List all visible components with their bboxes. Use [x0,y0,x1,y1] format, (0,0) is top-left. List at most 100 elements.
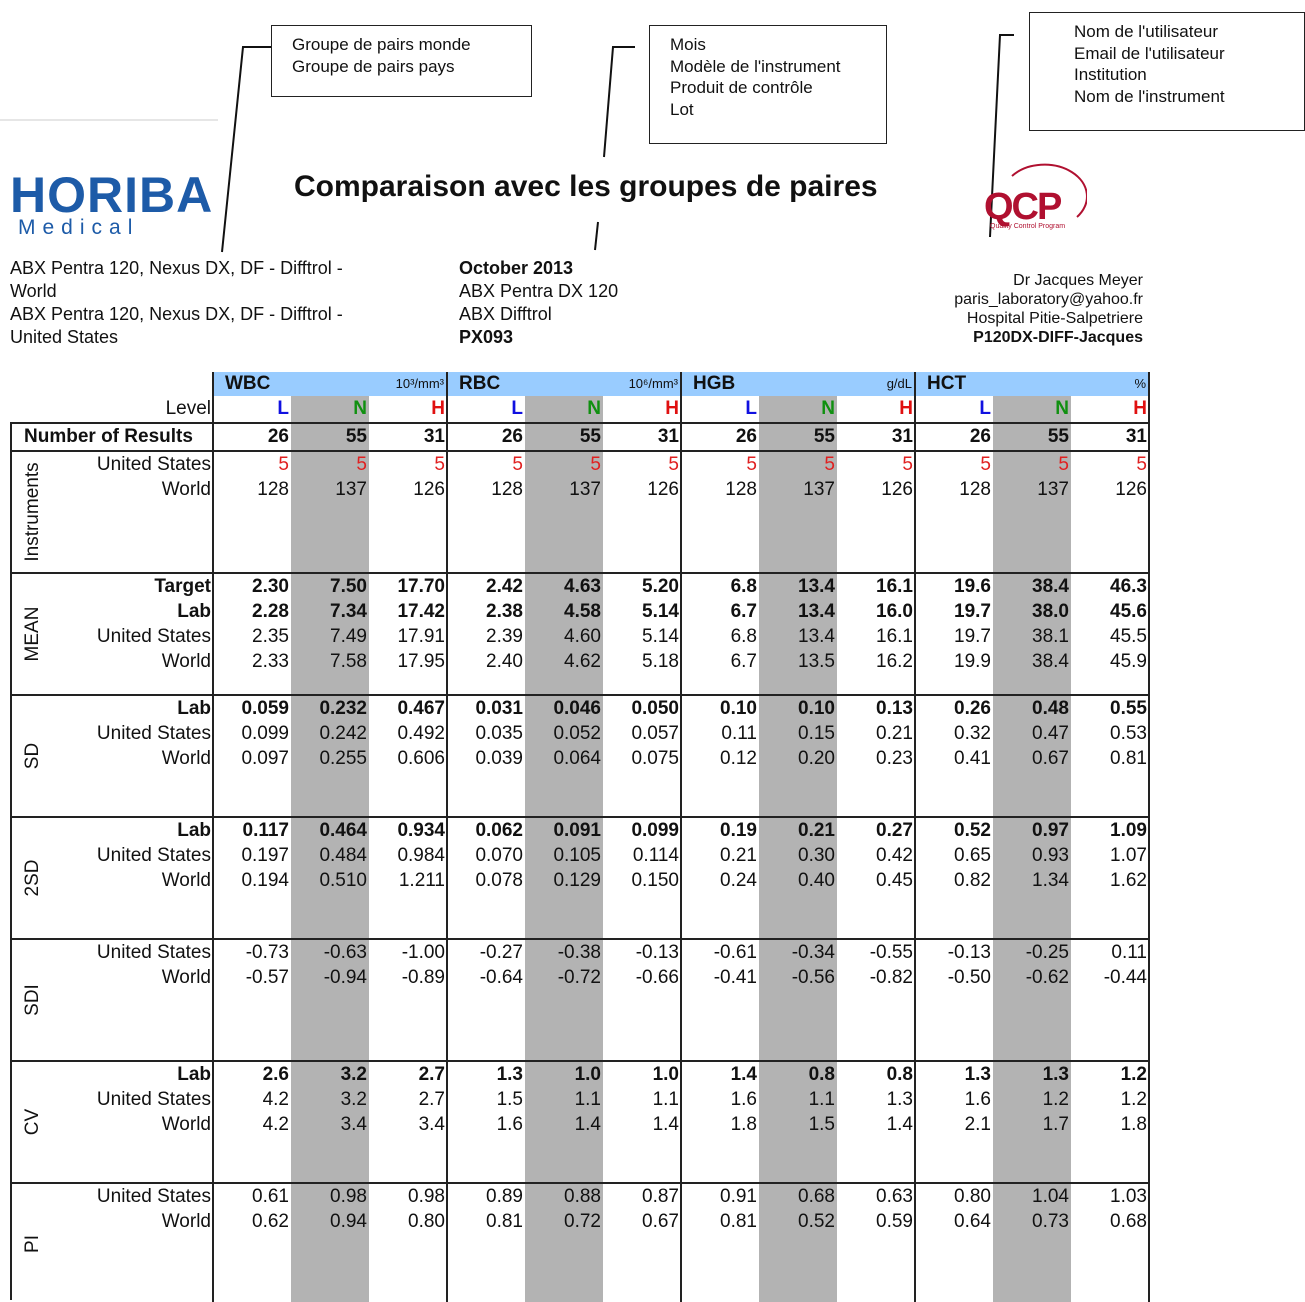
value-cell: 0.87 [642,1186,679,1207]
value-cell: 0.099 [631,820,679,841]
value-cell: 16.2 [876,651,913,672]
value-cell: 2.1 [964,1114,991,1135]
rule [10,572,1149,574]
value-cell: 0.078 [475,870,523,891]
user-line: P120DX-DIFF-Jacques [973,329,1143,346]
value-cell: 4.2 [262,1114,289,1135]
value-cell: 5.14 [642,601,679,622]
value-cell: 16.1 [876,576,913,597]
value-cell: 3.2 [340,1089,367,1110]
value-cell: 0.052 [553,723,601,744]
value-cell: -0.89 [401,967,445,988]
value-cell: 1.7 [1042,1114,1069,1135]
value-cell: 0.057 [631,723,679,744]
shaded-column [525,396,603,1302]
shaded-column [291,396,369,1302]
value-cell: 6.8 [730,576,757,597]
value-cell: 5 [278,454,289,475]
level-letter: L [277,398,289,419]
value-cell: 1.1 [652,1089,679,1110]
value-cell: -0.38 [557,942,601,963]
value-cell: 1.09 [1110,820,1147,841]
qcp-sub: Quality Control Program [990,223,1066,230]
rule [10,938,1149,940]
rule [914,372,916,1302]
value-cell: 128 [959,479,991,500]
value-cell: 0.10 [798,698,835,719]
value-cell: 0.48 [1032,698,1069,719]
value-cell: 0.24 [720,870,757,891]
value-cell: 0.67 [1032,748,1069,769]
parameter-name: RBC [459,373,501,394]
row-label: World [161,1114,211,1135]
value-cell: 128 [725,479,757,500]
value-cell: 0.91 [720,1186,757,1207]
value-cell: 17.42 [397,601,445,622]
value-cell: 2.42 [486,576,523,597]
count-cell: 55 [579,426,601,447]
value-cell: 0.62 [252,1211,289,1232]
count-cell: 26 [735,426,757,447]
value-cell: 0.41 [954,748,991,769]
level-letter: L [745,398,757,419]
value-cell: 5 [1058,454,1069,475]
value-cell: 0.11 [1111,942,1147,963]
value-cell: 2.33 [252,651,289,672]
value-cell: 0.129 [553,870,601,891]
value-cell: 16.0 [876,601,913,622]
value-cell: 0.45 [876,870,913,891]
callout-line: Groupe de pairs monde [292,35,471,54]
value-cell: 0.72 [564,1211,601,1232]
value-cell: -0.41 [713,967,757,988]
value-cell: 1.1 [574,1089,601,1110]
value-cell: 0.934 [397,820,445,841]
value-cell: 0.197 [241,845,289,866]
value-cell: 0.21 [798,820,835,841]
value-cell: 137 [1037,479,1069,500]
row-label: Target [154,576,211,597]
callout-line: Produit de contrôle [670,78,813,97]
value-cell: 0.61 [252,1186,289,1207]
callout-line: Modèle de l'instrument [670,56,841,76]
row-label: Lab [177,601,211,622]
value-cell: 1.6 [964,1089,991,1110]
rule [1148,372,1150,1302]
user-line: paris_laboratory@yahoo.fr [954,291,1143,308]
row-label: Lab [177,1064,211,1085]
value-cell: 13.4 [798,601,835,622]
value-cell: 0.050 [631,698,679,719]
value-cell: 2.35 [252,626,289,647]
count-cell: 31 [891,426,913,447]
peer-groups: ABX Pentra 120, Nexus DX, DF - Difftrol … [10,257,380,349]
value-cell: 2.39 [486,626,523,647]
parameter-name: HCT [927,373,967,394]
value-cell: 13.4 [798,576,835,597]
value-cell: -0.27 [479,942,523,963]
value-cell: 17.95 [397,651,445,672]
value-cell: 0.105 [553,845,601,866]
value-cell: 0.64 [954,1211,991,1232]
value-cell: 0.59 [876,1211,913,1232]
user-line: Hospital Pitie-Salpetriere [966,310,1143,327]
run-line: ABX Pentra DX 120 [459,281,619,301]
value-cell: 0.68 [798,1186,835,1207]
value-cell: 38.4 [1032,651,1069,672]
value-cell: 0.53 [1110,723,1147,744]
value-cell: 128 [491,479,523,500]
rule [10,1182,1149,1184]
user-info: Dr Jacques Meyer paris_laboratory@yahoo.f… [900,271,1143,347]
value-cell: -0.13 [947,942,991,963]
run-line: ABX Difftrol [459,304,552,324]
value-cell: 0.80 [408,1211,445,1232]
value-cell: 38.1 [1032,626,1069,647]
value-cell: 137 [803,479,835,500]
row-label: World [161,479,211,500]
value-cell: -0.66 [635,967,679,988]
value-cell: 0.059 [241,698,289,719]
callout-line: Nom de l'utilisateur [1074,22,1219,41]
value-cell: 1.03 [1110,1186,1147,1207]
value-cell: 137 [335,479,367,500]
value-cell: 0.47 [1032,723,1069,744]
qcp-logo: QCP [984,186,1062,228]
value-cell: 19.9 [954,651,991,672]
